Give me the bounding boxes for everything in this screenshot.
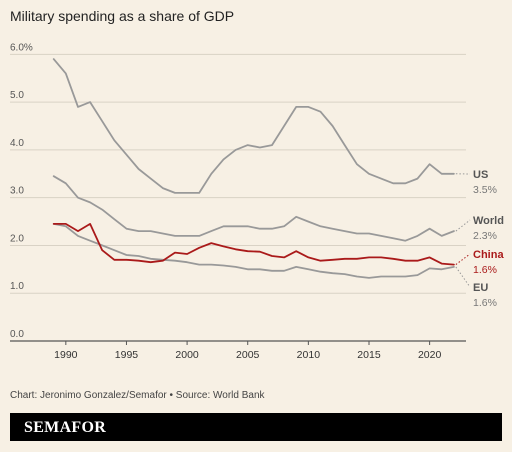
series-value-label: 3.5% [473, 184, 497, 196]
x-tick-label: 2015 [357, 349, 381, 361]
source-note: Chart: Jeronimo Gonzalez/Semafor • Sourc… [10, 390, 265, 401]
x-tick-label: 1995 [115, 349, 139, 361]
series-value-label: 1.6% [473, 297, 497, 309]
line-chart: 0.0 1.0 2.0 3.0 4.0 5.0 6.0% 1990 1995 2000 2005 2… [10, 42, 504, 361]
label-leader [455, 253, 471, 265]
chart-title: Military spending as a share of GDP [10, 8, 235, 24]
y-tick-label: 2.0 [10, 233, 24, 244]
y-tick-label: 3.0 [10, 186, 24, 197]
y-tick-label: 5.0 [10, 90, 24, 101]
series-name-label: China [473, 249, 504, 261]
series-end-labels: US 3.5% World 2.3% China 1.6% EU 1.6% [455, 169, 504, 309]
series-name-label: EU [473, 282, 488, 294]
x-tick-label: 1990 [54, 349, 78, 361]
series-line-world [52, 175, 455, 242]
series-lines [52, 58, 455, 279]
x-tick-label: 2000 [175, 349, 199, 361]
series-value-label: 1.6% [473, 264, 497, 276]
x-axis-tick-labels: 1990 1995 2000 2005 2010 2015 2020 [54, 349, 441, 361]
series-line-china [52, 222, 455, 266]
series-line-eu [52, 222, 455, 279]
series-name-label: World [473, 215, 504, 227]
series-name-label: US [473, 169, 488, 181]
x-tick-label: 2010 [297, 349, 321, 361]
grid-lines [10, 53, 466, 345]
y-tick-label: 0.0 [10, 329, 24, 340]
x-tick-label: 2005 [236, 349, 260, 361]
y-axis-tick-labels: 0.0 1.0 2.0 3.0 4.0 5.0 6.0% [10, 42, 33, 340]
y-tick-label: 1.0 [10, 281, 24, 292]
brand-logo-text: SEMAFOR [24, 419, 107, 436]
series-line-us [52, 58, 455, 194]
x-tick-label: 2020 [418, 349, 442, 361]
label-leader [455, 266, 471, 288]
brand-bar: SEMAFOR [10, 413, 502, 441]
label-leader [455, 219, 471, 232]
y-tick-label: 6.0% [10, 42, 33, 53]
y-tick-label: 4.0 [10, 138, 24, 149]
series-value-label: 2.3% [473, 230, 497, 242]
